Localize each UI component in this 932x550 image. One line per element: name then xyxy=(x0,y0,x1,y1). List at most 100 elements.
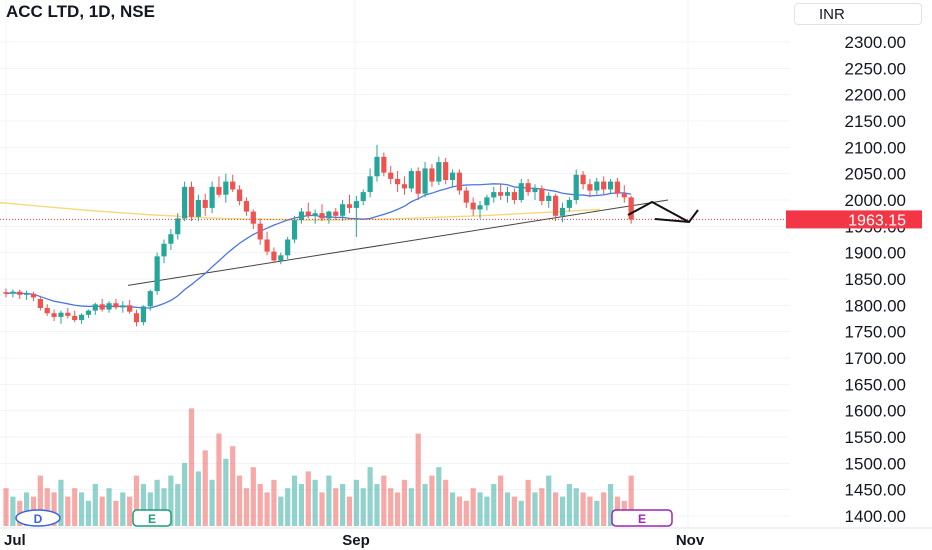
y-tick-label: 2050.00 xyxy=(845,165,906,184)
candle-body xyxy=(78,314,85,321)
event-label: D xyxy=(34,512,43,526)
candle-body xyxy=(113,303,119,308)
candle-body xyxy=(24,293,30,295)
candle-body xyxy=(127,305,133,312)
volume-bar xyxy=(580,492,586,526)
candle-body xyxy=(628,197,634,220)
volume-bar xyxy=(44,488,50,526)
volume-bar xyxy=(58,479,64,526)
volume-bar xyxy=(78,492,85,526)
candle-body xyxy=(106,303,112,310)
event-label: E xyxy=(148,512,156,526)
candle-body xyxy=(607,181,614,190)
candle-body xyxy=(566,200,572,208)
volume-bar xyxy=(628,475,634,526)
candle-body xyxy=(346,204,353,208)
candle-body xyxy=(511,192,517,200)
candle-body xyxy=(182,186,188,219)
volume-bar xyxy=(271,479,277,526)
volume-bar xyxy=(250,467,256,526)
candle-body xyxy=(30,293,37,298)
candle-body xyxy=(525,183,531,193)
volume-bar xyxy=(504,492,511,526)
candle-body xyxy=(429,168,435,182)
y-tick-label: 1900.00 xyxy=(845,244,906,263)
y-tick-label: 1700.00 xyxy=(845,349,906,368)
candle-body xyxy=(518,183,524,200)
volume-bar xyxy=(127,496,133,526)
candle-body xyxy=(559,207,566,216)
volume-bar xyxy=(353,479,359,526)
candle-body xyxy=(408,171,414,189)
volume-bar xyxy=(367,467,373,526)
event-marker-earnings: E xyxy=(132,509,172,527)
candle-body xyxy=(257,223,263,240)
volume-bar xyxy=(340,484,346,526)
volume-bar xyxy=(374,484,380,526)
candle-body xyxy=(285,239,291,256)
volume-bar xyxy=(202,450,208,526)
candle-body xyxy=(319,213,325,219)
candle-body xyxy=(443,162,449,180)
volume-bar xyxy=(443,479,449,526)
volume-bar xyxy=(120,492,126,526)
volume-bar xyxy=(236,475,243,526)
volume-bar xyxy=(85,500,92,526)
moving-average-fast xyxy=(5,183,632,309)
candle-body xyxy=(422,168,428,194)
volume-bar xyxy=(601,492,607,526)
volume-bar xyxy=(553,492,559,526)
candle-body xyxy=(17,291,23,295)
volume-bar xyxy=(484,496,490,526)
candle-body xyxy=(388,172,394,179)
candle-body xyxy=(539,188,545,202)
candle-body xyxy=(553,195,559,216)
volume-bar xyxy=(326,475,332,526)
projection-arrowhead xyxy=(654,209,699,224)
candle-body xyxy=(236,189,243,202)
candle-body xyxy=(3,292,9,294)
candle-body xyxy=(154,256,160,292)
volume-bar xyxy=(518,500,524,526)
volume-bar xyxy=(573,488,579,526)
grid-layer xyxy=(0,0,790,528)
candle-body xyxy=(621,193,627,198)
volume-bar xyxy=(525,479,531,526)
volume-bar xyxy=(168,475,174,526)
volume-bar xyxy=(436,467,442,526)
volume-bar xyxy=(422,484,428,526)
candle-body xyxy=(298,211,305,221)
volume-bar xyxy=(305,471,311,526)
x-tick-label: Sep xyxy=(342,532,370,549)
candle-body xyxy=(456,172,463,191)
volume-bar xyxy=(3,488,9,526)
x-tick-label: Jul xyxy=(4,532,26,549)
volume-bar xyxy=(394,492,401,526)
candle-body xyxy=(601,181,607,190)
candle-body xyxy=(175,218,181,235)
y-tick-label: 2000.00 xyxy=(845,191,906,210)
volume-bar xyxy=(566,484,572,526)
candle-body xyxy=(243,201,250,212)
candle-body xyxy=(133,313,140,323)
annotation-layer xyxy=(0,200,790,224)
candle-body xyxy=(216,186,222,195)
volume-bar xyxy=(51,492,57,526)
y-tick-label: 2250.00 xyxy=(845,59,906,78)
candle-body xyxy=(484,197,490,206)
volume-bar xyxy=(491,484,497,526)
candle-body xyxy=(532,188,538,193)
currency-button[interactable]: INR xyxy=(794,3,922,25)
candle-body xyxy=(85,310,92,315)
volume-bar xyxy=(72,488,78,526)
volume-bar xyxy=(106,488,112,526)
candle-body xyxy=(195,200,201,217)
volume-bar xyxy=(388,488,394,526)
y-tick-label: 1600.00 xyxy=(845,402,906,421)
volume-bar xyxy=(449,492,456,526)
volume-bar xyxy=(278,496,284,526)
volume-bar xyxy=(401,479,408,526)
volume-bar xyxy=(415,433,421,526)
